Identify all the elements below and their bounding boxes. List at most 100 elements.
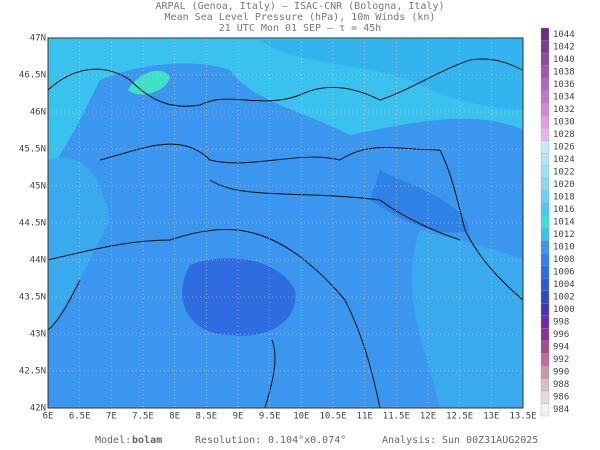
colorbar-label: 994 [553,343,569,353]
colorbar-cell [540,77,550,91]
colorbar-cell [540,153,550,166]
colorbar-cell [540,203,550,216]
header-line: 21 UTC Mon 01 SEP – τ = 45h [219,23,382,34]
lon-label: 6E [43,412,54,422]
colorbar-cell [540,102,550,116]
lon-label: 12E [420,412,436,422]
lon-label: 8E [169,412,180,422]
lat-label: 45N [30,182,46,192]
colorbar-cell [540,215,550,229]
colorbar-label: 1028 [553,130,575,140]
colorbar-cell [540,265,550,279]
colorbar-cell [540,228,550,241]
colorbar-label: 1018 [553,192,575,202]
colorbar-cell [540,165,550,179]
colorbar-cell [540,278,550,291]
header-line: Mean Sea Level Pressure (hPa), 10m Winds… [165,12,436,23]
colorbar-cell [540,140,550,154]
field [128,70,170,95]
colorbar-label: 1032 [553,105,575,115]
colorbar-label: 1034 [553,92,575,102]
colorbar-label: 1026 [553,142,575,152]
lat-label: 44N [30,256,46,266]
colorbar-cell [540,340,550,354]
field [48,157,110,330]
map [48,38,523,408]
colorbar-cell [540,115,550,129]
colorbar-label: 1010 [553,243,575,253]
colorbar: 1044 1042 1040 1038 1036 1034 1032 1030 1028 1026… [540,27,575,417]
colorbar-label: 1040 [553,55,575,65]
lon-label: 10.5E [319,412,346,422]
low-area [182,258,296,336]
lon-label: 10E [293,412,309,422]
footer-label: Analysis: [382,435,436,446]
colorbar-label: 998 [553,318,569,328]
lat-label: 44.5N [19,219,46,229]
colorbar-cell [540,328,550,342]
colorbar-label: 988 [553,380,569,390]
colorbar-label: 1014 [553,218,575,228]
colorbar-cell [540,378,550,392]
colorbar-label: 1024 [553,155,575,165]
map-frame [47,37,524,409]
field [370,170,470,233]
lon-label: 8.5E [195,412,217,422]
field [411,230,523,408]
lon-label: 12.5E [446,412,473,422]
colorbar-label: 990 [553,368,569,378]
lon-label: 7E [106,412,117,422]
colorbar-label: 1002 [553,293,575,303]
lon-label: 9.5E [259,412,281,422]
lat-label: 45.5N [19,145,46,155]
colorbar-label: 1042 [553,42,575,52]
header-line: ARPAL (Genoa, Italy) – ISAC-CNR (Bologna… [156,1,445,12]
colorbar-cell [540,353,550,367]
lat-label: 46N [30,108,46,118]
footer-value: Sun 00Z31AUG2025 [442,435,538,446]
colorbar-cell [540,27,550,41]
lon-label: 9E [233,412,244,422]
colorbar-label: 1022 [553,167,575,177]
colorbar-label: 1016 [553,205,575,215]
lon-label: 7.5E [132,412,154,422]
colorbar-label: 1004 [553,280,575,290]
colorbar-cell [540,403,550,417]
colorbar-label: 1036 [553,80,575,90]
colorbar-label: 1008 [553,255,575,265]
colorbar-cell [540,190,550,204]
lat-label: 42N [30,404,46,414]
colorbar-label: 1000 [553,305,575,315]
colorbar-cell [540,365,550,379]
colorbar-cell [540,52,550,66]
lat-label: 46.5N [19,71,46,81]
colorbar-label: 1038 [553,67,575,77]
colorbar-cell [540,127,550,141]
colorbar-cell [540,303,550,317]
lon-label: 13.5E [509,412,536,422]
coastlines [48,58,523,408]
colorbar-cell [540,253,550,266]
footer-label: Resolution: [195,435,261,446]
colorbar-label: 986 [553,393,569,403]
lon-label: 13E [483,412,499,422]
lon-label: 6.5E [69,412,91,422]
colorbar-label: 1044 [553,30,575,40]
lat-label: 43.5N [19,293,46,303]
colorbar-label: 992 [553,355,569,365]
grid [48,38,523,408]
colorbar-cell [540,178,550,191]
colorbar-cell [540,40,550,54]
colorbar-cell [540,65,550,79]
colorbar-cell [540,390,550,404]
colorbar-label: 984 [553,405,569,415]
colorbar-cell [540,90,550,104]
field [260,38,523,110]
colorbar-cell [540,290,550,304]
lat-label: 47N [30,34,46,44]
colorbar-label: 1030 [553,117,575,127]
lat-label: 42.5N [19,367,46,377]
lon-label: 11E [357,412,373,422]
colorbar-label: 1020 [553,180,575,190]
